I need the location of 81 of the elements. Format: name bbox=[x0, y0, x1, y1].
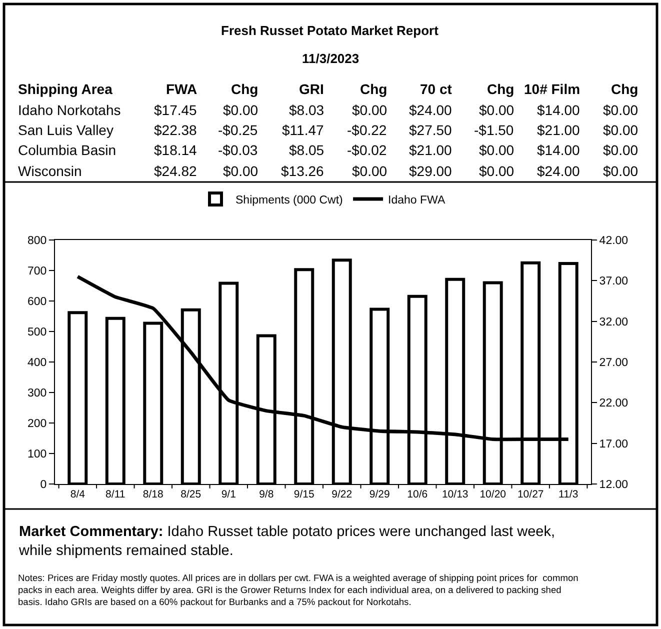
text: Fresh Russet Potato Market Report bbox=[221, 23, 440, 38]
text: $21.00 bbox=[537, 122, 580, 138]
text: Chg bbox=[360, 81, 388, 97]
text: $17.45 bbox=[154, 102, 198, 118]
text: Shipping Area bbox=[18, 81, 113, 97]
x-tick-label: 10/20 bbox=[480, 488, 506, 501]
x-tick-label: 8/25 bbox=[180, 488, 202, 501]
text: Idaho Norkotahs bbox=[18, 102, 121, 118]
text: $21.00 bbox=[409, 142, 452, 158]
text: -$0.25 bbox=[218, 122, 258, 138]
text: $13.26 bbox=[281, 163, 324, 179]
x-tick-label: 8/18 bbox=[142, 488, 164, 501]
text: $24.00 bbox=[409, 102, 452, 118]
text: $0.00 bbox=[603, 122, 638, 138]
text: $22.38 bbox=[154, 122, 198, 138]
x-tick-label: 11/3 bbox=[558, 488, 578, 501]
x-tick-label: 9/8 bbox=[259, 488, 274, 501]
text: GRI bbox=[299, 81, 324, 97]
text: Chg bbox=[231, 81, 258, 97]
text: $24.00 bbox=[537, 163, 580, 179]
x-tick-label: 9/1 bbox=[221, 488, 236, 501]
y-tick-label: 100 bbox=[28, 448, 47, 461]
text: -$0.02 bbox=[347, 142, 387, 158]
text: 11/3/2023 bbox=[302, 51, 360, 66]
text: $14.00 bbox=[537, 142, 580, 158]
y2-tick-label: 12.00 bbox=[599, 479, 628, 492]
text: Chg bbox=[611, 81, 638, 97]
text: $11.47 bbox=[282, 122, 324, 138]
text: $0.00 bbox=[223, 163, 258, 179]
text: 70 ct bbox=[420, 81, 452, 97]
y-tick-label: 500 bbox=[28, 326, 47, 339]
text: Columbia Basin bbox=[18, 142, 116, 158]
text: -$0.03 bbox=[218, 142, 258, 158]
x-tick-label: 9/22 bbox=[332, 488, 352, 501]
y2-tick-label: 22.00 bbox=[599, 398, 628, 410]
y-tick-label: 300 bbox=[28, 388, 47, 400]
text: Chg bbox=[487, 81, 514, 97]
y2-tick-label: 17.00 bbox=[599, 438, 628, 450]
text: San Luis Valley bbox=[18, 122, 114, 138]
text: $8.05 bbox=[289, 142, 324, 158]
text: $24.82 bbox=[154, 163, 198, 179]
text: $0.00 bbox=[479, 102, 514, 118]
text: Wisconsin bbox=[18, 163, 82, 179]
y-tick-label: 200 bbox=[28, 418, 47, 430]
text: $18.14 bbox=[154, 142, 198, 158]
x-tick-label: 10/27 bbox=[517, 488, 544, 501]
text: $0.00 bbox=[352, 163, 388, 179]
y2-tick-label: 32.00 bbox=[599, 316, 628, 328]
x-tick-label: 9/29 bbox=[369, 488, 390, 501]
text: $29.00 bbox=[409, 163, 452, 179]
x-tick-label: 8/4 bbox=[70, 488, 86, 501]
y-tick-label: 800 bbox=[28, 235, 47, 248]
y2-tick-label: 42.00 bbox=[599, 235, 628, 248]
x-tick-label: 8/11 bbox=[106, 488, 126, 501]
text: Notes: Prices are Friday mostly quotes. All prices are in dollars per cwt. FWA is a weighted average of shipping point prices for common packs in each area. Weights differ by area. GRI is the Grower Returns Index for each individual area, on a delivered to packing shed basis. Idaho GRIs are based on a 60% packout for Burbanks and a 75% packout for Norkotahs. bbox=[18, 573, 578, 608]
x-tick-label: 9/15 bbox=[294, 488, 315, 501]
text: -$0.22 bbox=[347, 122, 387, 138]
x-tick-label: 10/6 bbox=[407, 488, 428, 501]
y2-tick-label: 37.00 bbox=[599, 276, 628, 288]
y-tick-label: 0 bbox=[40, 479, 47, 492]
text: -$1.50 bbox=[474, 122, 514, 138]
text: $0.00 bbox=[479, 142, 514, 158]
text: Market Commentary: bbox=[19, 524, 164, 540]
text: $0.00 bbox=[603, 142, 638, 158]
x-tick-label: 10/13 bbox=[442, 488, 468, 501]
text: $8.03 bbox=[289, 102, 324, 118]
text: $0.00 bbox=[603, 163, 638, 179]
text: $0.00 bbox=[479, 163, 514, 179]
text: $14.00 bbox=[537, 102, 580, 118]
text: $0.00 bbox=[352, 102, 388, 118]
y-tick-label: 600 bbox=[28, 296, 47, 308]
text: FWA bbox=[166, 81, 198, 97]
y-tick-label: 400 bbox=[28, 357, 47, 370]
y-tick-label: 700 bbox=[28, 266, 47, 278]
legend-label: Idaho FWA bbox=[388, 194, 446, 206]
text: $0.00 bbox=[223, 102, 258, 118]
text: 10# Film bbox=[524, 81, 580, 97]
legend-label: Shipments (000 Cwt) bbox=[236, 194, 344, 206]
text: $27.50 bbox=[409, 122, 452, 138]
y2-tick-label: 27.00 bbox=[599, 357, 628, 370]
text: $0.00 bbox=[603, 102, 638, 118]
